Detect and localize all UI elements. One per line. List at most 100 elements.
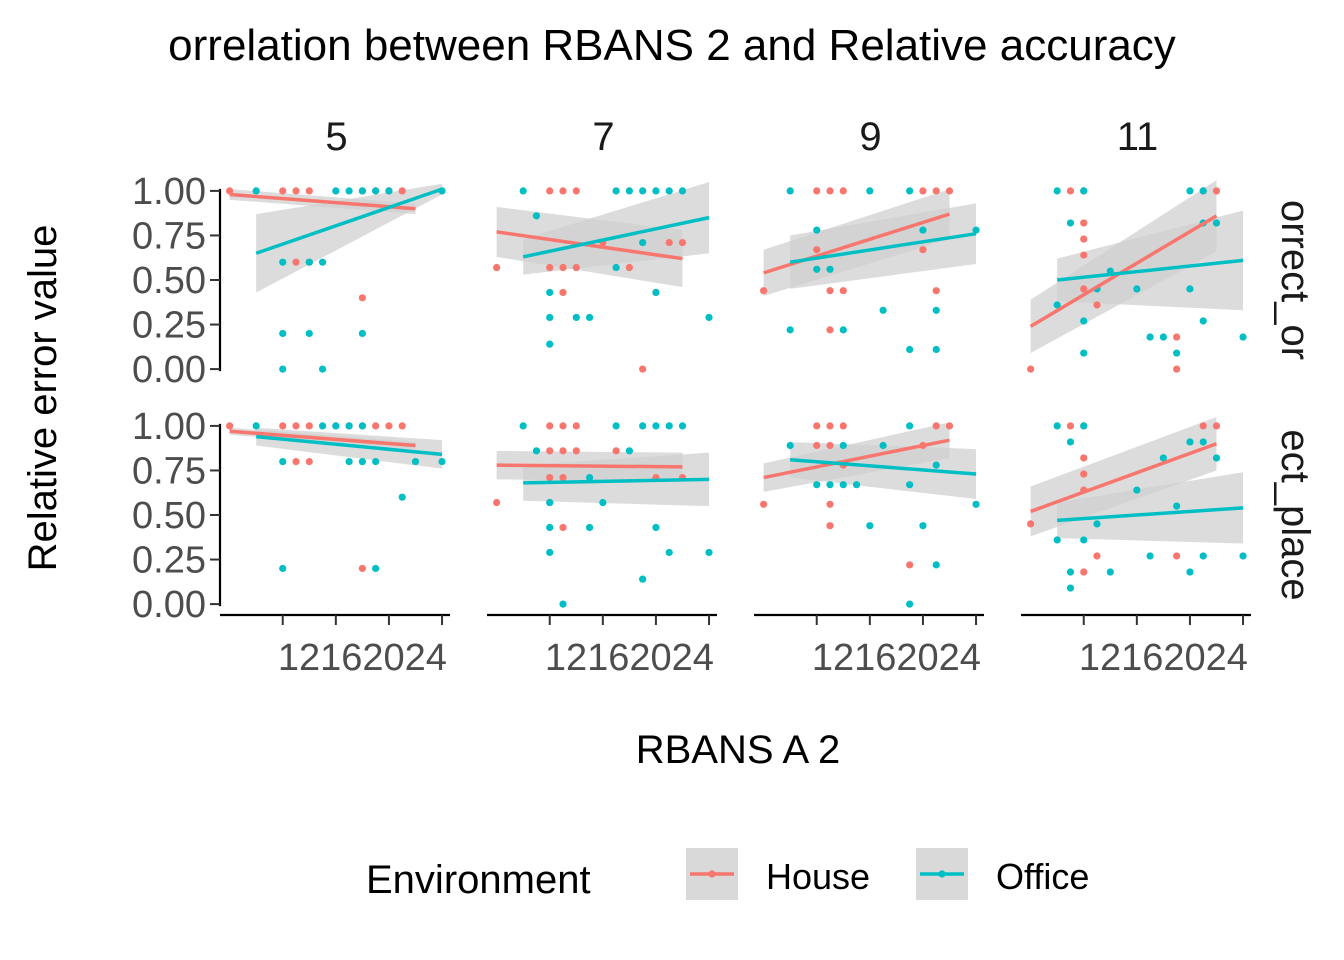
data-point-office xyxy=(438,457,446,466)
data-point-office xyxy=(1186,438,1194,446)
data-point-office xyxy=(519,422,527,430)
data-point-office xyxy=(519,187,527,195)
data-point-house xyxy=(305,422,313,430)
data-point-office xyxy=(358,457,366,466)
data-point-office xyxy=(332,422,340,430)
data-point-office xyxy=(358,422,366,430)
data-point-office xyxy=(972,226,980,234)
legend-title: Environment xyxy=(366,858,591,902)
y-axis: 0.000.250.500.751.00 xyxy=(132,171,222,391)
data-point-house xyxy=(1080,219,1088,227)
data-point-office xyxy=(665,422,673,430)
data-point-house xyxy=(839,187,847,195)
y-tick-label: 0.75 xyxy=(132,450,206,492)
data-point-house xyxy=(826,500,834,508)
data-point-house xyxy=(546,422,554,430)
data-point-house xyxy=(493,263,501,272)
data-point-office xyxy=(625,187,633,195)
facet-panel xyxy=(226,422,446,573)
data-point-office xyxy=(839,441,847,450)
data-point-office xyxy=(652,288,660,297)
data-point-office xyxy=(786,187,794,195)
data-point-house xyxy=(1080,568,1088,576)
legend-dot-house xyxy=(708,870,716,878)
data-point-office xyxy=(1053,301,1061,309)
confidence-band-office xyxy=(790,203,977,289)
data-point-office xyxy=(879,441,887,450)
fit-line-office xyxy=(1057,506,1244,523)
data-point-house xyxy=(839,287,847,295)
data-point-house xyxy=(932,422,940,430)
facet-panel xyxy=(226,183,446,373)
fit-line-office xyxy=(789,231,977,264)
data-point-house xyxy=(572,447,580,455)
data-point-office xyxy=(919,522,927,530)
facet-strip-col: 9 xyxy=(859,115,881,159)
data-point-house xyxy=(945,422,954,430)
data-point-office xyxy=(305,329,313,338)
data-point-office xyxy=(813,226,821,234)
y-tick-label: 1.00 xyxy=(132,406,206,448)
fit-line-house xyxy=(1029,214,1218,328)
chart-title: orrelation between RBANS 2 and Relative … xyxy=(168,21,1176,70)
data-point-office xyxy=(665,548,673,557)
data-point-house xyxy=(398,187,406,195)
fit-line-house xyxy=(229,429,416,448)
confidence-band-office xyxy=(1057,210,1244,311)
y-axis: 0.000.250.500.751.00 xyxy=(132,406,222,626)
data-point-house xyxy=(292,422,300,430)
data-point-office xyxy=(906,422,914,430)
data-point-house xyxy=(546,447,554,455)
data-point-office xyxy=(906,481,914,489)
x-axis: 12162024 xyxy=(754,613,984,679)
data-point-office xyxy=(1173,502,1181,510)
facet-panels: 5 7 9 11orrect_orect_place0.000.250.500.751… xyxy=(132,115,1317,679)
legend-item-house: House xyxy=(686,848,870,900)
data-point-house xyxy=(678,238,687,247)
data-point-office xyxy=(786,326,794,334)
data-point-house xyxy=(919,187,927,195)
data-point-office xyxy=(532,447,541,455)
data-point-office xyxy=(932,306,940,314)
data-point-house xyxy=(398,422,406,430)
x-axis: 12162024 xyxy=(220,613,450,679)
data-point-house xyxy=(1027,365,1035,373)
data-point-office xyxy=(972,500,980,508)
data-point-office xyxy=(612,263,620,272)
data-point-office xyxy=(1146,552,1154,560)
data-point-office xyxy=(1133,486,1141,494)
y-tick-label: 0.25 xyxy=(132,540,206,582)
data-point-office xyxy=(639,187,647,195)
data-point-office xyxy=(572,313,580,322)
data-point-office xyxy=(1239,333,1247,341)
data-point-house xyxy=(625,263,633,272)
data-point-office xyxy=(546,313,554,322)
data-point-office xyxy=(1146,333,1154,341)
data-point-house xyxy=(1080,285,1088,293)
data-point-office xyxy=(639,575,647,583)
data-point-house xyxy=(932,187,940,195)
data-point-office xyxy=(345,457,353,466)
data-point-office xyxy=(652,187,660,195)
data-point-house xyxy=(1173,333,1181,341)
data-point-office xyxy=(546,548,554,557)
data-point-house xyxy=(385,422,393,430)
data-point-house xyxy=(1080,470,1088,478)
data-point-house xyxy=(305,457,313,466)
data-point-house xyxy=(932,287,940,295)
fit-line-office xyxy=(790,458,977,476)
data-point-office xyxy=(932,561,940,569)
facet-panel xyxy=(1027,180,1247,373)
data-point-office xyxy=(1199,552,1207,560)
data-point-office xyxy=(786,441,794,450)
data-point-office xyxy=(1186,568,1194,576)
fit-line-house xyxy=(496,230,683,261)
data-point-house xyxy=(226,187,234,195)
data-point-office xyxy=(546,340,554,348)
data-point-office xyxy=(1080,422,1088,430)
fit-line-house xyxy=(496,463,683,469)
data-point-office xyxy=(345,422,353,430)
legend-item-office: Office xyxy=(916,848,1089,900)
data-point-office xyxy=(252,422,260,430)
data-point-office xyxy=(866,187,874,195)
